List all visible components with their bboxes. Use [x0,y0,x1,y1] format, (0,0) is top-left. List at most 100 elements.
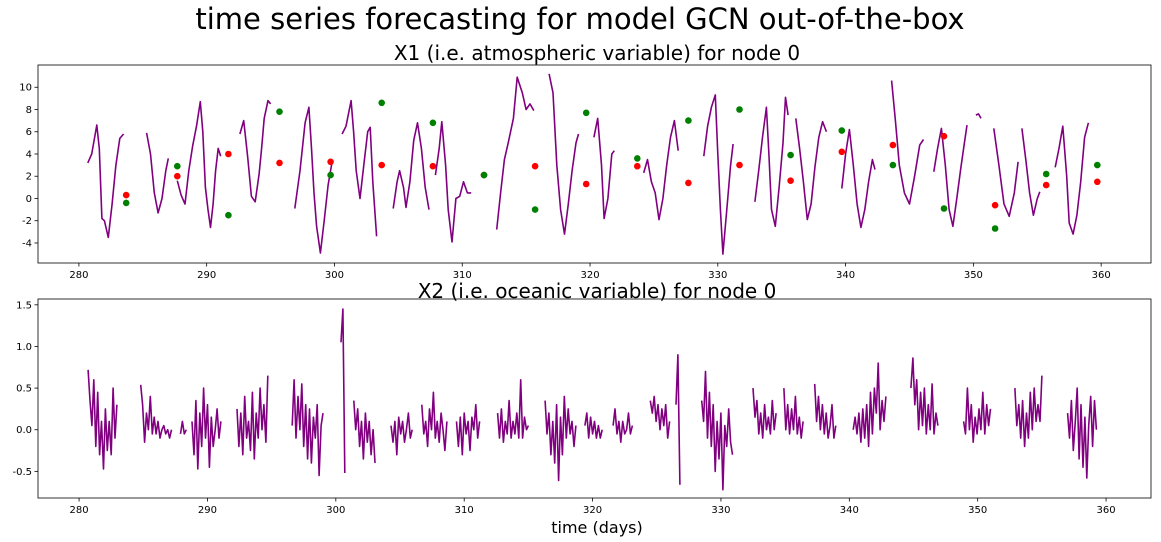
scatter-point [582,109,590,117]
series-line-segment [340,308,346,474]
panel-x2-frame [37,298,1152,499]
scatter-point [1042,170,1050,178]
series-line-segment [179,420,188,435]
series-line-segment [962,387,992,444]
y-tick-label: 1.0 [16,342,32,353]
x-tick-label: 350 [968,505,987,516]
scatter-point [991,201,999,209]
series-line-segment [434,120,472,243]
panel-x1-frame [37,64,1152,264]
y-tick-label: 6 [26,127,32,138]
series-line-segment [294,106,333,254]
series-line-segment [795,118,828,221]
scatter-point [1094,161,1101,169]
scatter-point [378,161,386,169]
scatter-point [429,119,437,127]
series-line-segment [752,388,777,439]
scatter-point [838,127,846,134]
series-line-segment [176,100,222,229]
scatter-point [889,161,897,169]
series-line-segment [649,395,671,439]
series-line-segment [612,408,634,444]
series-line-segment [87,369,118,470]
x-tick-label: 280 [70,505,89,516]
series-line-segment [852,362,887,448]
series-line-segment [593,117,615,220]
series-line-segment [390,412,413,456]
panel-x1-title: X1 (i.e. atmospheric variable) for node … [394,41,800,65]
scatter-point [174,172,181,180]
series-line-segment [675,353,681,485]
scatter-point [122,199,130,207]
scatter-point [940,132,948,140]
series-line-segment [341,99,378,237]
scatter-point [787,151,794,159]
series-line-segment [754,96,789,228]
panel-x1-marks [87,73,1101,255]
scatter-point [327,158,334,166]
panel-x2-marks [87,308,1098,491]
x-tick-label: 300 [326,505,345,516]
y-tick-label: 8 [26,105,32,116]
scatter-point [787,177,794,184]
scatter-point [634,155,641,162]
panel-x1: X1 (i.e. atmospheric variable) for node … [19,41,1152,281]
series-line-segment [353,400,376,464]
y-tick-label: -0.5 [12,467,32,478]
x-tick-label: 300 [325,270,344,281]
scatter-point [174,162,181,170]
y-tick-label: 4 [26,149,32,160]
series-line-segment [544,395,577,482]
panel-x2-yaxis: -0.5 0.0 0.5 1.0 1.5 [12,300,38,478]
scatter-point [634,162,641,170]
figure-suptitle: time series forecasting for model GCN ou… [195,2,964,36]
series-line-segment [191,387,222,470]
series-line-segment [495,76,535,230]
series-line-segment [392,122,430,210]
series-line-segment [703,94,734,255]
x-tick-label: 320 [580,270,599,281]
x-tick-label: 290 [197,270,216,281]
panel-x2-xlabel: time (days) [551,518,642,537]
series-line-segment [1066,387,1098,479]
scatter-point [429,162,437,170]
panel-x2: X2 (i.e. oceanic variable) for node 0 28… [12,279,1152,537]
x-tick-label: 330 [708,270,727,281]
series-line-segment [139,384,173,444]
series-line-segment [933,124,968,228]
series-line-segment [890,80,925,205]
scatter-point [940,205,948,212]
x-tick-label: 360 [1092,270,1111,281]
x-tick-label: 360 [1097,505,1116,516]
scatter-point [991,225,999,232]
y-tick-label: 2 [26,172,32,183]
scatter-point [736,161,743,169]
y-tick-label: 0.5 [16,384,32,395]
x-tick-label: 340 [836,270,855,281]
series-line-segment [496,378,530,444]
scatter-point [685,117,692,124]
series-line-segment [584,412,603,439]
scatter-point [122,191,130,199]
scatter-point [736,106,743,113]
scatter-point [480,171,488,179]
series-line-segment [1014,375,1043,448]
series-line-segment [910,357,939,435]
y-tick-label: 10 [19,83,32,94]
series-line-segment [1054,122,1090,235]
series-line-segment [700,370,734,491]
x-tick-label: 310 [455,505,474,516]
panel-x1-yaxis: -4 -2 0 2 4 6 8 10 [19,83,38,249]
series-line-segment [87,124,125,239]
y-tick-label: 0.0 [16,425,32,436]
scatter-point [225,211,232,219]
series-line-segment [421,391,448,452]
series-line-segment [236,375,269,460]
x-tick-label: 340 [840,505,859,516]
series-line-segment [455,403,481,456]
series-line-segment [291,378,324,477]
scatter-point [378,99,386,107]
series-line-segment [841,128,876,229]
series-line-segment [642,119,679,221]
